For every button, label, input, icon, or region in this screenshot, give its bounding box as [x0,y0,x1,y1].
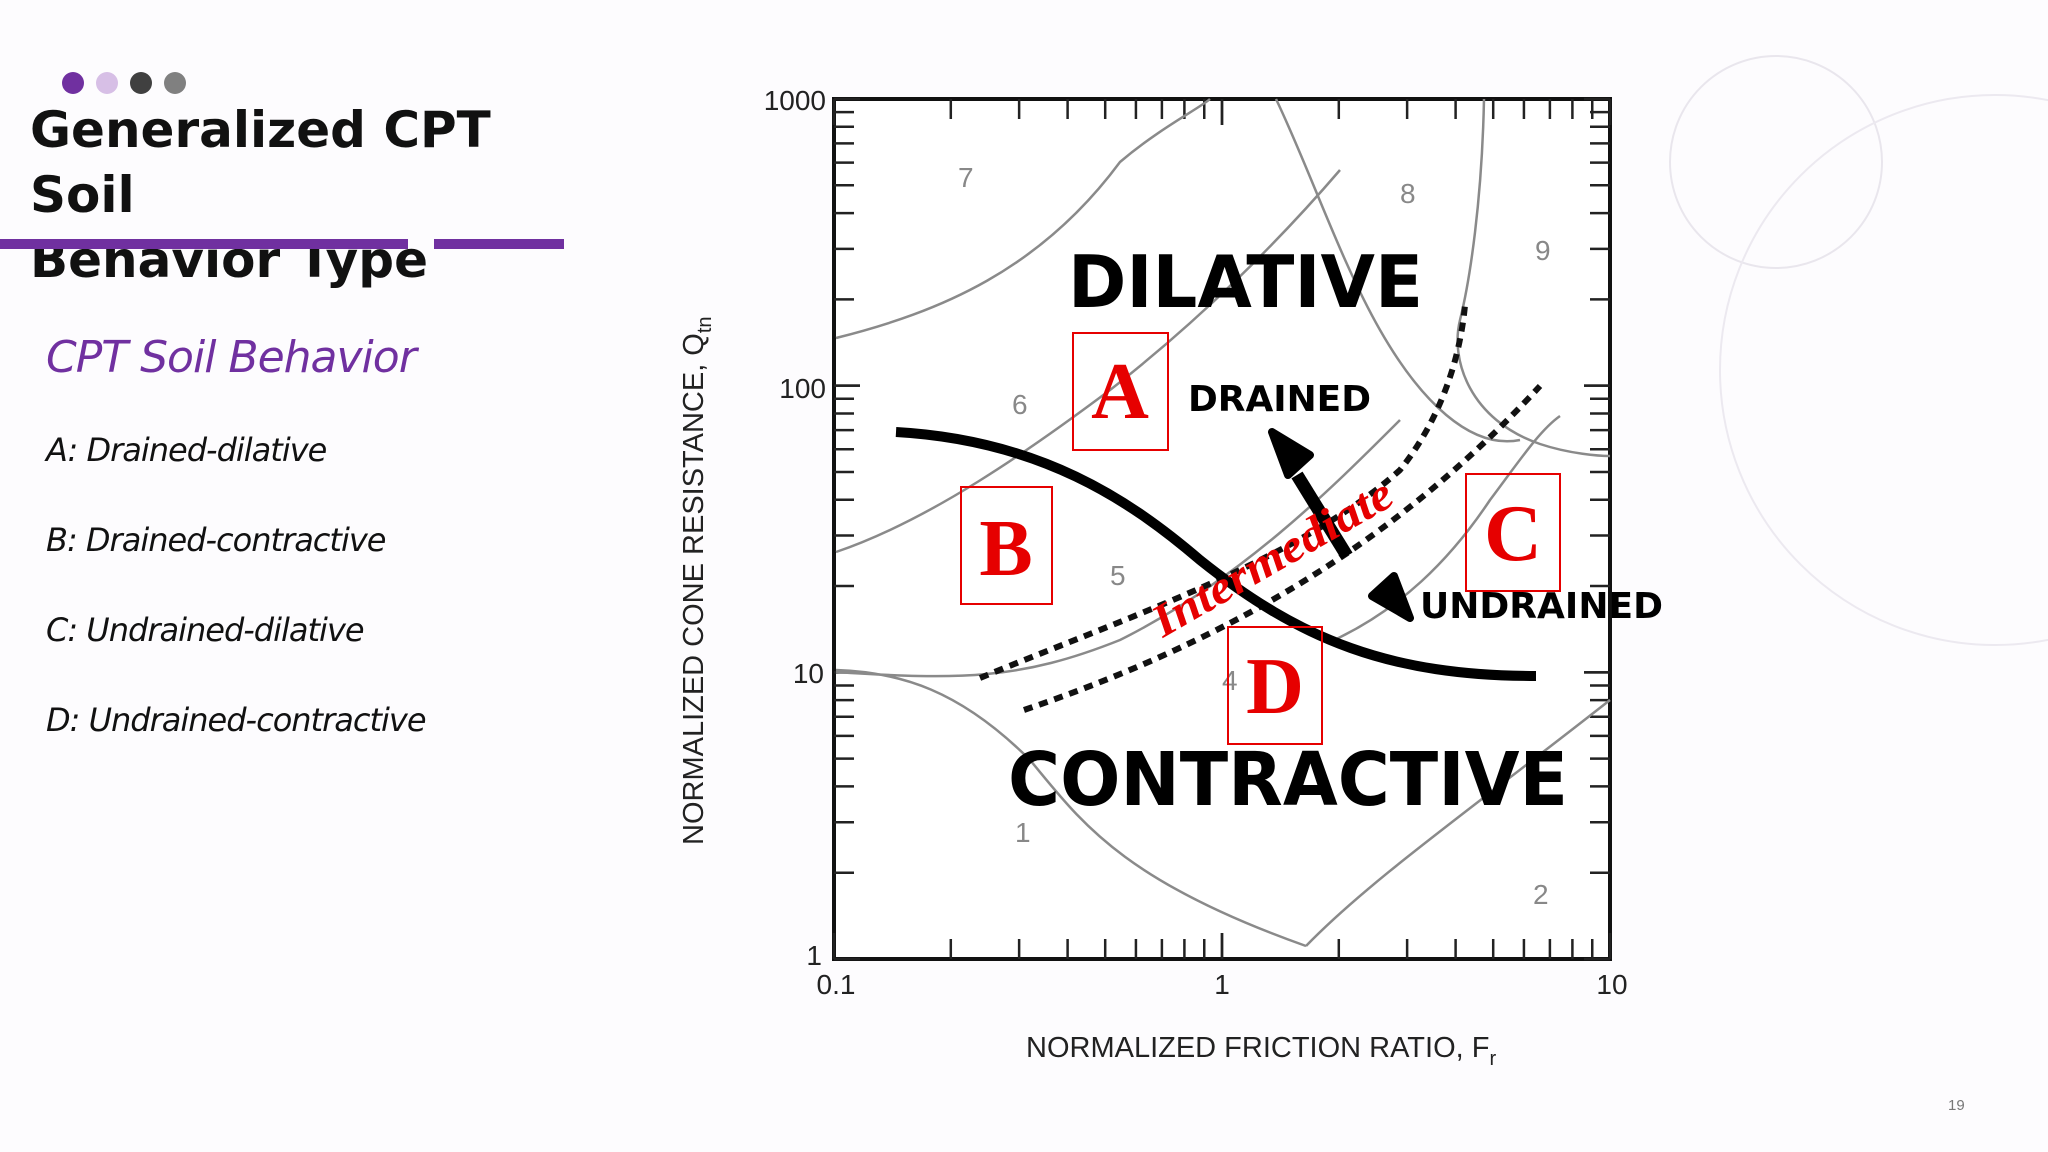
zone-boundary-2 [1305,699,1611,947]
undrained-label: UNDRAINED [1420,586,1663,627]
title-line-1: Generalized CPT Soil [30,101,491,224]
box-d: D [1227,626,1323,745]
x-tick-label: 1 [1214,969,1230,1000]
zone-number: 8 [1400,178,1416,209]
title-rule-short [434,239,564,249]
y-tick-label: 1 [806,940,822,971]
list-item: D: Undrained-contractive [46,701,427,739]
list-item: C: Undrained-dilative [46,611,365,649]
zone-number: 6 [1012,389,1028,420]
list-item: A: Drained-dilative [46,431,327,469]
box-letter: C [1484,490,1542,578]
zone-boundary-7-6 [835,98,1211,340]
intermediate-boundary-upper [978,304,1468,681]
zone-numbers: 7 8 9 6 5 4 1 2 [958,162,1551,910]
box-letter: B [979,505,1032,593]
dot-purple [62,72,84,94]
deco-circle-large [1719,94,2048,646]
box-letter: D [1246,643,1304,731]
axis-tick-marks [832,97,1612,961]
section-subtitle: CPT Soil Behavior [46,332,417,383]
x-axis-title-subscript: r [1489,1048,1496,1070]
drained-label: DRAINED [1188,379,1371,420]
zone-number: 9 [1535,235,1551,266]
y-axis-title-subscript: tn [694,316,716,333]
list-item: B: Drained-contractive [46,521,386,559]
zone-boundary-9 [1456,98,1611,458]
zone-number: 2 [1533,879,1549,910]
box-letter: A [1091,348,1149,436]
dilative-label: DILATIVE [1068,240,1423,324]
zone-number: 4 [1222,665,1238,696]
x-tick-label: 10 [1596,969,1627,1000]
box-b: B [960,486,1053,605]
contractive-label: CONTRACTIVE [1008,737,1568,823]
zone-boundary-1 [835,668,1307,948]
zone-number: 1 [1015,817,1031,848]
intermediate-boundary-lower [1023,383,1543,713]
title-dots [62,72,186,94]
dilative-contractive-boundary [895,427,1537,681]
zone-boundary-5-4 [835,419,1401,678]
drainage-arrow [1268,428,1414,622]
zone-boundary-6-5 [835,169,1341,554]
y-axis-title: NORMALIZED CONE RESISTANCE, Qtn [678,316,716,845]
behavior-list: A: Drained-dilative B: Drained-contracti… [46,430,427,790]
x-tick-labels: 0.1 1 10 [817,969,1628,1000]
y-tick-label: 10 [793,658,824,689]
y-tick-label: 1000 [764,85,826,116]
title-rule-long [0,239,408,249]
zone-number: 5 [1110,560,1126,591]
box-a: A [1072,332,1169,451]
deco-circle-small [1669,55,1883,269]
page-number: 19 [1948,1097,1965,1114]
x-axis-title: NORMALIZED FRICTION RATIO, Fr [1026,1032,1496,1070]
x-tick-label: 0.1 [817,969,856,1000]
zone-boundary-8 [1274,98,1521,443]
zone-number: 7 [958,162,974,193]
y-tick-labels: 1 10 100 1000 [764,85,826,971]
dot-gray [164,72,186,94]
page-title: Generalized CPT Soil Behavior Type [30,98,590,293]
zone-boundary-3 [1329,414,1561,644]
dot-dark [130,72,152,94]
box-c: C [1465,473,1561,592]
zone-boundaries [835,98,1611,948]
y-tick-label: 100 [779,373,826,404]
dot-lavender [96,72,118,94]
